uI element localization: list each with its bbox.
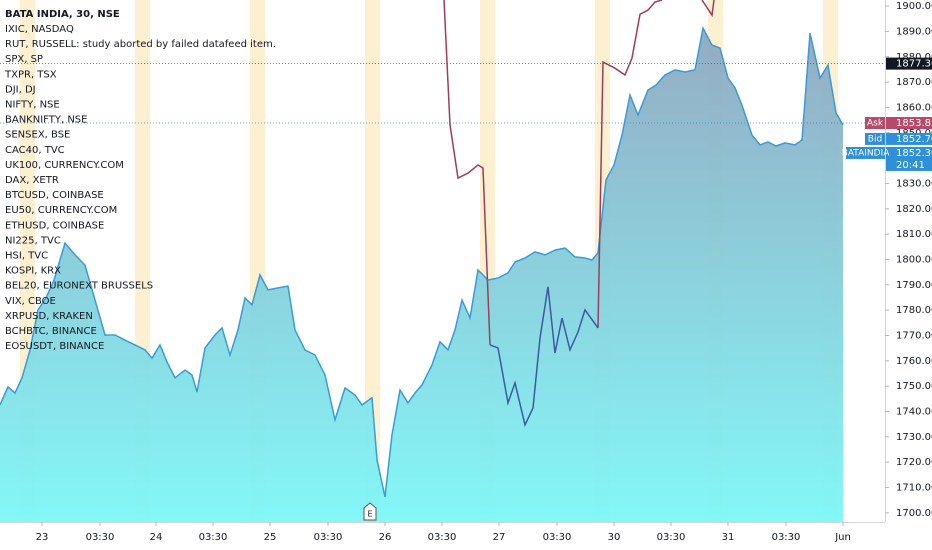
price-label: 1853.85	[896, 118, 932, 129]
legend-item: RUT, RUSSELL: study aborted by failed da…	[5, 39, 276, 50]
area-line	[0, 25, 844, 498]
price-label: 1852.30	[896, 148, 932, 159]
x-tick-label: 31	[722, 532, 735, 543]
x-tick-label: 25	[264, 532, 277, 543]
area-fill	[0, 28, 843, 522]
y-tick-label: 1880.00	[896, 52, 932, 63]
x-tick-label: 03:30	[428, 532, 457, 543]
x-tick-label: Jun	[834, 532, 851, 543]
price-label-box	[886, 146, 932, 171]
legend-item: SPX, SP	[5, 54, 43, 65]
price-label-box	[886, 132, 932, 145]
x-tick-label: 23	[36, 532, 49, 543]
y-tick-label: 1780.00	[896, 305, 932, 316]
y-tick-label: 1830.00	[896, 178, 932, 189]
y-tick-label: 1890.00	[896, 26, 932, 37]
legend: BATA INDIA, 30, NSE IXIC, NASDAQ RUT, RUS…	[4, 9, 276, 352]
price-name-box	[865, 132, 885, 145]
y-tick-label: 1790.00	[896, 280, 932, 291]
legend-item: DJI, DJ	[5, 84, 36, 95]
legend-item: EU50, CURRENCY.COM	[5, 205, 117, 216]
legend-item: DAX, XETR	[5, 175, 59, 186]
chart-title: BATA INDIA, 30, NSE	[5, 9, 120, 20]
y-tick-label: 1710.00	[896, 483, 932, 494]
legend-item: XRPUSD, KRAKEN	[5, 311, 93, 322]
y-tick-label: 1700.00	[896, 508, 932, 519]
earnings-marker	[363, 502, 377, 521]
x-tick-label: 27	[493, 532, 506, 543]
y-tick-label: 1740.00	[896, 407, 932, 418]
price-label-box	[886, 57, 932, 70]
legend-item: BCHBTC, BINANCE	[5, 326, 97, 337]
x-tick-label: 03:30	[657, 532, 686, 543]
y-tick-label: 1800.00	[896, 254, 932, 265]
x-tick-label: 03:30	[772, 532, 801, 543]
legend-item: CAC40, TVC	[5, 145, 65, 156]
legend-item: SENSEX, BSE	[5, 130, 70, 141]
price-name-box	[846, 146, 885, 159]
x-tick-label: 03:30	[314, 532, 343, 543]
y-tick-label: 1900.00	[896, 1, 932, 12]
price-label: 1852.70	[896, 134, 932, 145]
earnings-label: E	[367, 510, 372, 519]
legend-item: BTCUSD, COINBASE	[5, 190, 104, 201]
y-tick-label: 1860.00	[896, 102, 932, 113]
x-tick-label: 03:30	[543, 532, 572, 543]
session-band	[365, 0, 380, 522]
plot-area	[0, 0, 885, 522]
x-tick-label: 03:30	[199, 532, 228, 543]
legend-item: NIFTY, NSE	[5, 100, 60, 111]
price-label-box	[886, 117, 932, 130]
legend-item: KOSPI, KRX	[5, 266, 61, 277]
y-tick-label: 1820.00	[896, 204, 932, 215]
y-tick-label: 1750.00	[896, 381, 932, 392]
line-series	[489, 286, 599, 428]
legend-item: EOSUSDT, BINANCE	[5, 341, 104, 352]
x-tick-label: 03:30	[86, 532, 115, 543]
y-tick-label: 1760.00	[896, 356, 932, 367]
line-series	[443, 0, 715, 345]
price-label: 1877.30	[896, 59, 932, 70]
legend-item: TXPR, TSX	[4, 69, 57, 80]
x-tick-label: 26	[379, 532, 392, 543]
legend-item: HSI, TVC	[5, 251, 48, 262]
legend-item: NI225, TVC	[5, 235, 61, 246]
y-tick-label: 1810.00	[896, 229, 932, 240]
price-name-box	[865, 117, 885, 130]
legend-item: VIX, CBOE	[5, 296, 56, 307]
countdown: 20:41	[896, 160, 925, 171]
legend-item: ETHUSD, COINBASE	[5, 220, 104, 231]
legend-item: BANKNIFTY, NSE	[5, 115, 87, 126]
y-tick-label: 1770.00	[896, 330, 932, 341]
y-tick-label: 1870.00	[896, 77, 932, 88]
x-tick-label: 24	[150, 532, 163, 543]
y-tick-label: 1730.00	[896, 432, 932, 443]
price-name: Bid	[868, 134, 882, 144]
legend-item: IXIC, NASDAQ	[5, 24, 74, 35]
price-name: Ask	[867, 119, 884, 129]
axes: 1700.00 1710.00 1720.00 1730.00 1740.00 1750.…	[36, 1, 932, 543]
x-tick-label: 30	[608, 532, 621, 543]
y-tick-label: 1720.00	[896, 457, 932, 468]
legend-item: UK100, CURRENCY.COM	[5, 160, 124, 171]
legend-item: BEL20, EURONEXT BRUSSELS	[5, 281, 153, 292]
price-name: BATAINDIA	[842, 148, 891, 158]
